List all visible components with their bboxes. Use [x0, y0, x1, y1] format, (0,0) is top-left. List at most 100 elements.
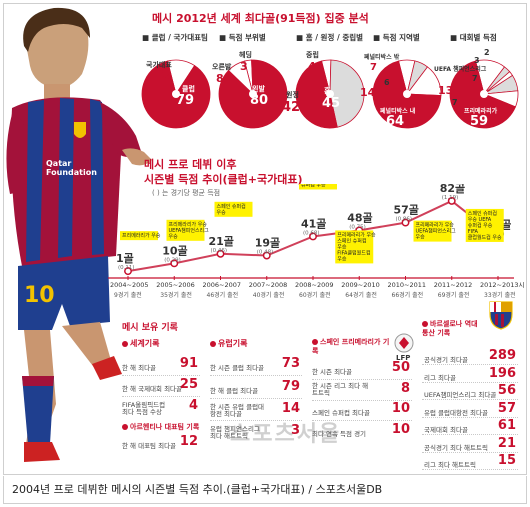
- col1-row2-0-label: 한 해 대표팀 최다골: [122, 442, 177, 450]
- annotation-text: 우승: [217, 209, 227, 216]
- avg-label: (0.68): [303, 230, 320, 236]
- x-tick-label: 2008~2009: [295, 281, 334, 289]
- annotation-text: 우승: [337, 243, 347, 250]
- annotation-text: UEFA챔피언스리그: [169, 227, 210, 234]
- pie-label: ■ 득점 부위별: [219, 32, 266, 42]
- annotation-text: 프리메라리가 우승: [122, 232, 161, 239]
- annotation-text: 프리메라리가 우승: [416, 222, 455, 229]
- annotation-text: 스페인 슈퍼컵: [217, 203, 246, 210]
- apps-label: 35경기 출전: [160, 291, 192, 299]
- col2-row3-label: 유럽 챔피언스리그 최다 해트트릭: [210, 425, 260, 440]
- data-point: [216, 249, 225, 258]
- col3-row2-value: 10: [391, 401, 410, 416]
- avg-label: (1.19): [442, 195, 459, 201]
- col2-row2-label: 한 시즌 유럽 클럽대항전 최다골: [210, 403, 265, 418]
- x-tick-label: 2007~2008: [249, 281, 288, 289]
- pie-value-p3a: 중립: [306, 51, 319, 59]
- annotation-text: 슈퍼컵 우승: [468, 222, 493, 229]
- apps-label: 46경기 출전: [207, 291, 239, 299]
- avg-label: (0.48): [257, 250, 274, 256]
- pie-value-p3c_v: 45: [322, 96, 341, 111]
- pie-center: [249, 90, 257, 98]
- pie-value-p5a_v: 13: [438, 84, 454, 97]
- pie-label: ■ 홈 / 원정 / 중립별: [296, 32, 363, 42]
- pie-value-p1a_v: 12: [152, 69, 171, 84]
- col2-row1-value: 79: [281, 379, 300, 394]
- svg-text:LFP: LFP: [396, 354, 410, 362]
- col1-row0-label: 한 해 최다골: [122, 364, 157, 372]
- col1-header: 세계기록: [122, 338, 159, 349]
- data-label: 82골: [440, 184, 465, 195]
- top-section-title: 메시 2012년 세계 최다골(91득점) 집중 분석: [152, 12, 369, 25]
- avg-label: (0.29): [164, 257, 181, 263]
- records-title: 메시 보유 기록: [122, 320, 178, 333]
- annotation-box: [413, 220, 452, 242]
- apps-label: 66경기 출전: [392, 291, 424, 299]
- annotation-text: 우승: [337, 255, 347, 262]
- apps-label: 9경기 출전: [114, 291, 142, 299]
- col4-header-text: 바르셀로나 역대통산 기록: [422, 320, 478, 337]
- watermark: 스포츠서울: [230, 422, 342, 447]
- col4-row-label: 공식경기 최다 해트트릭: [424, 443, 488, 452]
- pie-value-p3c: 홈: [324, 87, 331, 95]
- trend-note: ( ) 는 경기당 평균 득점: [152, 189, 221, 197]
- x-tick-label: 2011~2012: [434, 281, 473, 289]
- apps-label: 33경기 출전: [484, 291, 516, 299]
- player-illustration: 10: [6, 7, 152, 462]
- avg-label: (0.46): [211, 248, 228, 254]
- pie-value-p5a: UEFA 챔피언스리그: [434, 66, 487, 73]
- data-label: 10골: [162, 244, 187, 257]
- col3-row1-label: 한 시즌 리그 최다 해트트릭: [312, 382, 369, 397]
- lfp-logo-icon: LFP: [394, 333, 414, 362]
- data-label: 1골: [116, 252, 134, 265]
- annotation-text: 슈퍼컵 우승: [301, 184, 326, 188]
- col4-row-value: 15: [497, 453, 516, 468]
- col3-row0-value: 50: [391, 360, 410, 375]
- pie-value-p5b: 프리메라리가: [464, 108, 498, 115]
- annotation-text: FIFA: [468, 229, 479, 235]
- col1-header-text: 세계기록: [130, 339, 160, 348]
- col3-row3-label: 최다 연속 득점 경기: [312, 430, 367, 438]
- col4-row-label: 국제대회 최다골: [424, 426, 468, 434]
- pie-center: [172, 90, 180, 98]
- data-point: [124, 267, 132, 276]
- pie-value-p2c: 오른발: [212, 63, 232, 71]
- pie-value-p2b_v: 80: [250, 93, 269, 108]
- annotation-box: [335, 230, 374, 264]
- col3-row0-label: 한 시즌 최다골: [312, 368, 353, 376]
- col4-row-value: 196: [488, 365, 516, 381]
- annotation-box: [465, 208, 504, 242]
- x-tick-label: 2009~2010: [341, 281, 380, 289]
- col4-row-label: UEFA챔피언스리그 최다골: [424, 391, 497, 399]
- col3-header: 스페인 프리메라리가 기록: [312, 338, 392, 356]
- pie-slice: [227, 60, 254, 96]
- col1-header2: 아르헨티나 대표팀 기록: [122, 422, 199, 432]
- avg-label: (0.11): [118, 265, 135, 271]
- pie-value-p2b: 왼발: [252, 85, 265, 93]
- x-tick-label: 2004~2005: [110, 281, 149, 289]
- x-tick-label: 2012~2013시즌: [480, 281, 524, 289]
- records-title-text: 메시 보유 기록: [122, 323, 178, 333]
- svg-text:10: 10: [24, 283, 55, 308]
- annotation-box: [166, 219, 205, 241]
- pie-value-p4c: 14: [360, 86, 376, 99]
- apps-label: 69경기 출전: [438, 291, 470, 299]
- col2-row1-label: 한 해 클럽 최다골: [210, 387, 259, 395]
- col4-row-value: 57: [497, 400, 516, 416]
- pie-label: ■ 대회별 득점: [450, 32, 497, 42]
- col3-row3-value: 10: [391, 422, 410, 437]
- col1-row1-label: 한 해 국제대회 최다골: [122, 385, 183, 393]
- col4-row-label: 공식경기 최다골: [424, 356, 468, 364]
- shirt-sponsor-text: Qatar Foundation: [46, 159, 97, 177]
- pie-value-p5e: 7: [452, 98, 458, 107]
- pie-slice: [329, 59, 365, 128]
- apps-label: 60경기 출전: [299, 291, 331, 299]
- col1-row2-label: FIFA올림픽드컵 최다 득점 수상: [122, 401, 166, 416]
- col4-row-value: 21: [497, 435, 516, 451]
- col4-row-label: 리그 최다 해트트릭: [424, 461, 476, 469]
- data-point: [401, 218, 410, 227]
- avg-label: (0.86): [396, 217, 413, 223]
- trend-title-line2: 시즌별 득점 추이(클럽+국가대표): [144, 173, 303, 186]
- data-label: 57골: [394, 204, 419, 217]
- col4-row-value: 61: [497, 418, 516, 433]
